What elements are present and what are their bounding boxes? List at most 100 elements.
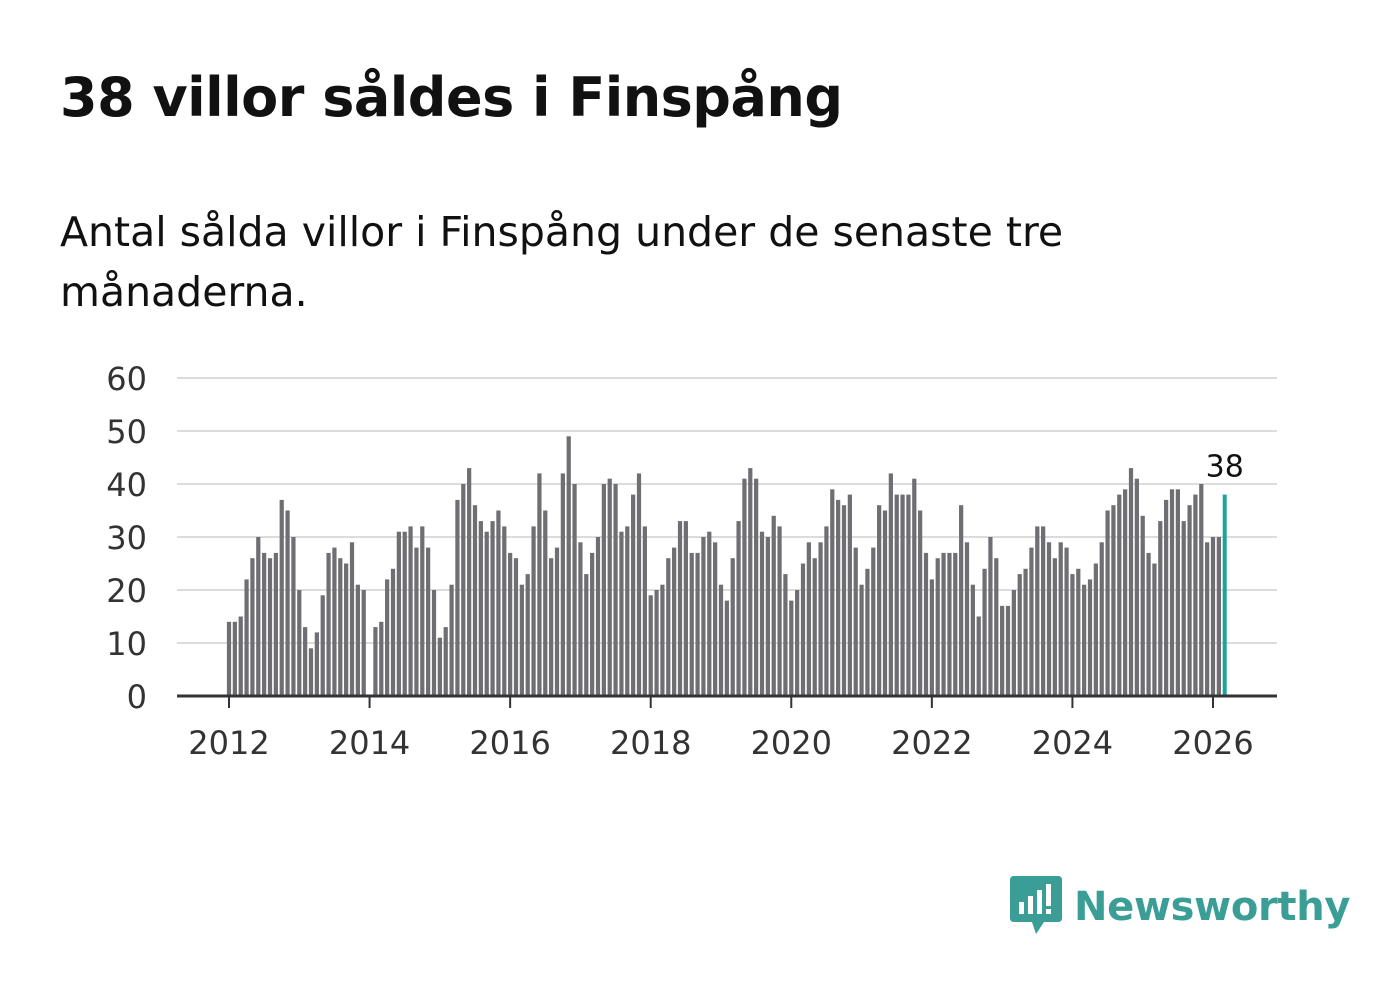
bar	[871, 547, 876, 696]
bar	[1017, 574, 1022, 696]
bar	[314, 632, 319, 696]
y-tick-label: 20	[106, 572, 147, 610]
bar	[1041, 526, 1046, 696]
bar	[1187, 505, 1192, 696]
bars	[226, 436, 1227, 696]
y-tick-label: 40	[106, 466, 147, 504]
bar	[1158, 521, 1163, 696]
bar	[1035, 526, 1040, 696]
bar	[1199, 484, 1204, 696]
bar-latest	[1222, 494, 1227, 696]
bar	[291, 537, 296, 696]
last-value-label: 38	[1206, 450, 1244, 485]
bar	[344, 563, 349, 696]
bar	[800, 563, 806, 696]
bar	[841, 505, 847, 696]
bar	[1023, 568, 1028, 696]
bar	[683, 521, 688, 696]
x-tick-label: 2020	[751, 724, 832, 762]
bar	[584, 574, 589, 696]
x-tick-label: 2014	[329, 724, 410, 762]
bar	[929, 579, 934, 696]
bar	[859, 584, 864, 696]
chart-subtitle: Antal sålda villor i Finspång under de s…	[60, 208, 1064, 316]
bar	[888, 473, 893, 696]
bar	[519, 584, 524, 696]
bar	[941, 552, 946, 696]
bar	[361, 590, 366, 696]
bar	[1193, 494, 1198, 696]
bar	[308, 648, 314, 696]
bar	[554, 547, 560, 696]
bar	[970, 584, 975, 696]
bar	[1123, 489, 1128, 696]
bar	[789, 600, 794, 696]
bar	[654, 590, 659, 696]
bar	[349, 542, 355, 696]
page-title: 38 villor såldes i Finspång	[60, 66, 843, 129]
y-axis-ticks: 0 10 20 30 40 50 60	[106, 360, 147, 716]
bar	[1099, 542, 1104, 696]
bar	[953, 552, 958, 696]
bar	[525, 574, 530, 696]
bar	[484, 531, 489, 696]
bar	[877, 505, 882, 696]
bar	[426, 547, 431, 696]
bar	[824, 526, 829, 696]
x-tick-label: 2022	[891, 724, 972, 762]
bar	[730, 558, 735, 696]
bar	[648, 595, 653, 696]
bar	[303, 627, 308, 696]
bar	[636, 473, 642, 696]
bar	[1117, 494, 1122, 696]
bar	[625, 526, 630, 696]
bar	[906, 494, 911, 696]
bar	[285, 510, 290, 696]
bar	[672, 547, 677, 696]
bar	[689, 552, 694, 696]
bar	[759, 531, 765, 696]
bar	[373, 627, 378, 696]
bar	[250, 558, 255, 696]
bar	[566, 436, 571, 696]
bar	[1070, 574, 1075, 696]
bar	[765, 537, 770, 696]
bar	[736, 521, 741, 696]
bar	[420, 526, 425, 696]
bar	[964, 542, 970, 696]
x-tick-label: 2026	[1172, 724, 1253, 762]
bar	[1140, 515, 1145, 696]
bar	[531, 526, 536, 696]
bar	[818, 542, 823, 696]
bar	[631, 494, 636, 696]
x-axis-ticks: 2012 2014 2016 2018 2020 2022 2024 2026	[188, 696, 1254, 762]
bar	[1082, 584, 1087, 696]
bar	[988, 537, 993, 696]
y-tick-label: 0	[127, 678, 147, 716]
bar	[935, 558, 940, 696]
y-tick-label: 60	[106, 360, 147, 398]
bar	[724, 600, 729, 696]
bar	[578, 542, 583, 696]
bar	[338, 558, 343, 696]
bar	[449, 584, 454, 696]
bar	[513, 558, 519, 696]
gridlines	[177, 377, 1277, 644]
bar	[1046, 542, 1052, 696]
bar	[865, 568, 870, 696]
bar	[771, 515, 776, 696]
bar	[613, 484, 618, 696]
y-tick-label: 10	[106, 625, 147, 663]
bar	[595, 537, 601, 696]
bar	[490, 521, 495, 696]
bar	[461, 484, 466, 696]
bar	[1000, 605, 1005, 696]
bar	[496, 510, 501, 696]
bar	[666, 558, 671, 696]
bar	[472, 505, 478, 696]
bar	[1128, 468, 1134, 696]
bar	[894, 494, 899, 696]
bar	[467, 468, 472, 696]
bar	[232, 621, 237, 696]
bar	[900, 494, 905, 696]
